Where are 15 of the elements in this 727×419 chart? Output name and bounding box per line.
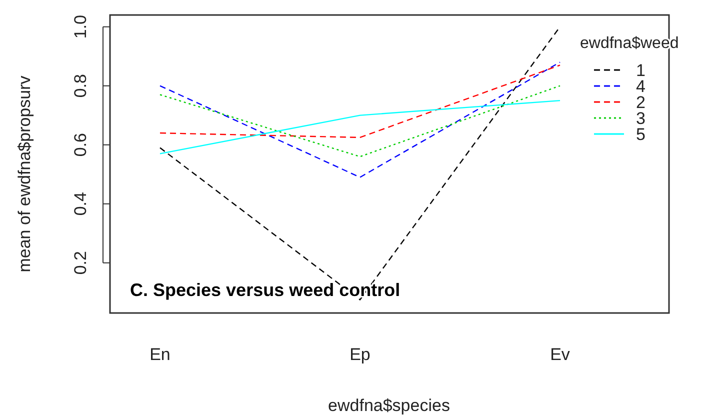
x-axis-title: ewdfna$species [328,396,450,415]
y-axis-title: mean of ewdfna$propsurv [15,75,34,272]
y-tick-label: 0.4 [71,192,90,216]
x-tick-label: Ev [550,345,570,364]
legend-label: 5 [636,125,646,144]
legend-label: 4 [636,77,646,96]
x-tick-label: Ep [350,345,370,364]
y-tick-label: 1.0 [71,14,90,39]
legend-label: 3 [636,109,646,128]
y-tick-label: 0.6 [71,133,90,157]
y-tick-label: 0.8 [71,74,90,98]
y-tick-label: 0.2 [71,251,90,275]
legend-label: 2 [636,93,646,112]
legend-label: 1 [636,61,646,80]
x-tick-label: En [150,345,170,364]
